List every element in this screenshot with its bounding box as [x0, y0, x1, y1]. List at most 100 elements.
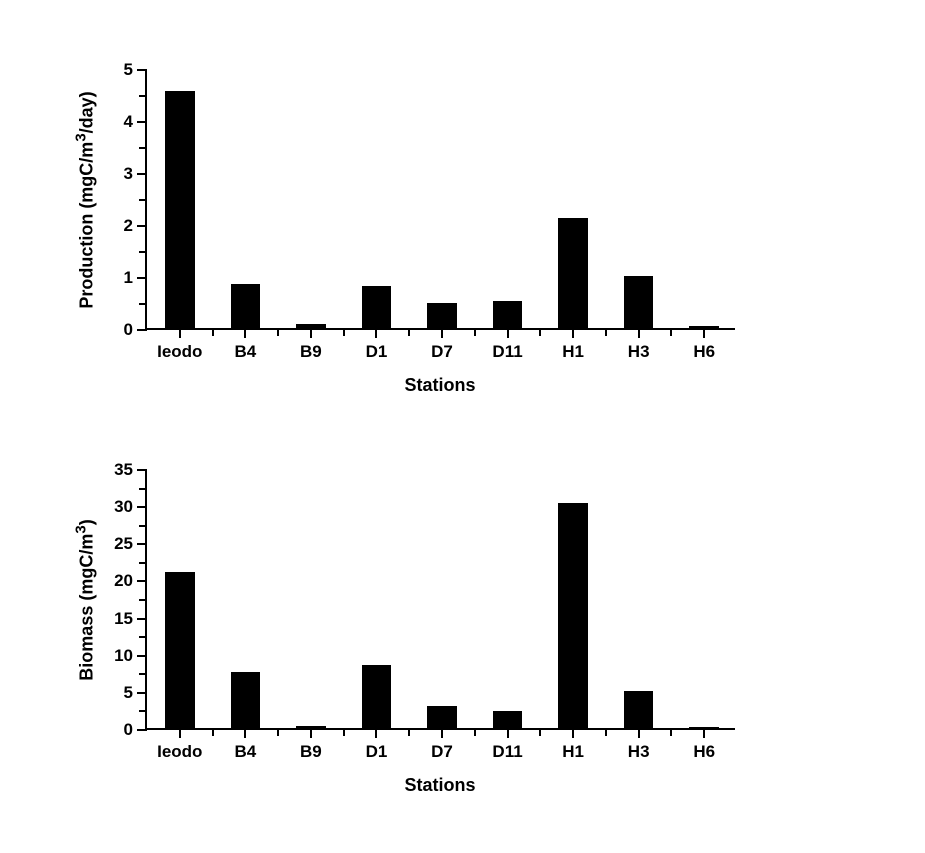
chart2-x-axis-title: Stations — [404, 775, 475, 796]
y-minor-tick — [139, 636, 147, 638]
x-minor-tick — [539, 328, 541, 336]
y-tick — [137, 655, 147, 657]
y-tick — [137, 225, 147, 227]
bar — [558, 503, 588, 728]
y-tick-label: 4 — [124, 112, 133, 132]
y-tick — [137, 121, 147, 123]
x-tick-label: D11 — [492, 342, 522, 362]
x-minor-tick — [605, 728, 607, 736]
x-tick-label: D1 — [366, 342, 388, 362]
y-minor-tick — [139, 199, 147, 201]
y-tick-label: 10 — [114, 646, 133, 666]
production-chart: 012345IeodoB4B9D1D7D11H1H3H6 Production … — [145, 70, 735, 410]
bar — [493, 711, 523, 728]
bar — [362, 665, 392, 728]
x-minor-tick — [605, 328, 607, 336]
bar — [624, 691, 654, 728]
x-tick — [572, 728, 574, 738]
x-tick — [244, 728, 246, 738]
y-tick — [137, 277, 147, 279]
y-tick-label: 35 — [114, 460, 133, 480]
y-tick-label: 25 — [114, 534, 133, 554]
bar — [362, 286, 392, 328]
x-tick — [703, 728, 705, 738]
x-minor-tick — [408, 328, 410, 336]
x-tick-label: B9 — [300, 742, 322, 762]
y-minor-tick — [139, 147, 147, 149]
y-tick — [137, 469, 147, 471]
bar — [165, 91, 195, 328]
y-tick-label: 0 — [124, 720, 133, 740]
y-tick — [137, 692, 147, 694]
x-minor-tick — [277, 328, 279, 336]
x-tick — [572, 328, 574, 338]
x-minor-tick — [343, 328, 345, 336]
bar — [165, 572, 195, 728]
bar — [296, 726, 326, 728]
x-tick-label: B4 — [234, 742, 256, 762]
x-tick-label: D11 — [492, 742, 522, 762]
chart2-y-axis-title: Biomass (mgC/m3) — [73, 519, 98, 680]
y-tick — [137, 580, 147, 582]
x-tick-label: H1 — [562, 342, 584, 362]
x-tick-label: H6 — [693, 342, 715, 362]
biomass-chart: 05101520253035IeodoB4B9D1D7D11H1H3H6 Bio… — [145, 470, 735, 810]
y-tick — [137, 69, 147, 71]
x-minor-tick — [670, 328, 672, 336]
x-tick-label: H3 — [628, 742, 650, 762]
x-tick-label: H3 — [628, 342, 650, 362]
y-tick — [137, 329, 147, 331]
x-minor-tick — [212, 728, 214, 736]
chart1-y-axis-title: Production (mgC/m3/day) — [73, 91, 98, 308]
y-minor-tick — [139, 562, 147, 564]
x-minor-tick — [670, 728, 672, 736]
x-tick-label: D7 — [431, 742, 453, 762]
x-tick — [375, 728, 377, 738]
x-minor-tick — [474, 328, 476, 336]
y-tick-label: 3 — [124, 164, 133, 184]
bar — [231, 672, 261, 728]
bar — [427, 303, 457, 328]
y-tick-label: 15 — [114, 609, 133, 629]
y-minor-tick — [139, 303, 147, 305]
bar — [624, 276, 654, 328]
x-tick-label: D7 — [431, 342, 453, 362]
bar — [231, 284, 261, 328]
y-tick-label: 0 — [124, 320, 133, 340]
x-tick — [375, 328, 377, 338]
y-tick-label: 5 — [124, 60, 133, 80]
x-minor-tick — [408, 728, 410, 736]
x-tick — [179, 328, 181, 338]
y-minor-tick — [139, 525, 147, 527]
bar — [427, 706, 457, 728]
y-minor-tick — [139, 599, 147, 601]
y-tick — [137, 543, 147, 545]
chart2-plot-area: 05101520253035IeodoB4B9D1D7D11H1H3H6 — [145, 470, 735, 730]
bar — [493, 301, 523, 328]
y-minor-tick — [139, 673, 147, 675]
x-tick — [507, 328, 509, 338]
bar — [689, 326, 719, 328]
y-minor-tick — [139, 95, 147, 97]
x-tick — [310, 328, 312, 338]
bar — [558, 218, 588, 328]
y-tick-label: 30 — [114, 497, 133, 517]
y-tick-label: 5 — [124, 683, 133, 703]
y-minor-tick — [139, 488, 147, 490]
x-minor-tick — [539, 728, 541, 736]
x-tick — [179, 728, 181, 738]
x-tick — [310, 728, 312, 738]
x-tick — [441, 728, 443, 738]
x-tick-label: Ieodo — [157, 342, 202, 362]
x-tick-label: H6 — [693, 742, 715, 762]
y-tick — [137, 173, 147, 175]
x-minor-tick — [474, 728, 476, 736]
chart1-x-axis-title: Stations — [404, 375, 475, 396]
y-tick-label: 1 — [124, 268, 133, 288]
y-tick — [137, 618, 147, 620]
y-tick-label: 2 — [124, 216, 133, 236]
x-tick — [244, 328, 246, 338]
x-tick — [638, 328, 640, 338]
bar — [296, 324, 326, 328]
x-tick — [507, 728, 509, 738]
